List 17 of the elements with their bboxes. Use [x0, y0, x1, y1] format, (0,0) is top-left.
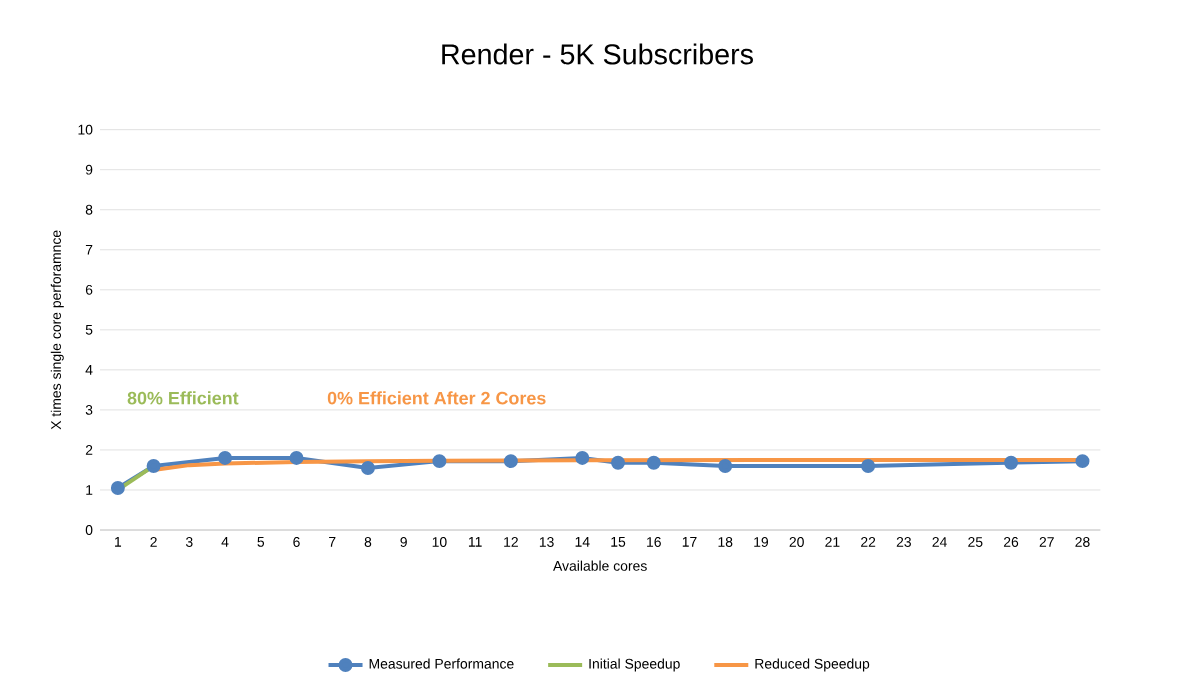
annotation: 0% Efficient After 2 Cores — [327, 391, 546, 405]
point — [146, 458, 161, 473]
annotation: 80% Efficient — [127, 391, 239, 405]
point — [218, 450, 233, 465]
chart-title: Render - 5K Subscribers — [442, 43, 753, 65]
point — [110, 480, 125, 495]
point — [503, 454, 518, 469]
point — [1075, 454, 1090, 469]
point — [575, 450, 590, 465]
point — [646, 455, 661, 470]
point — [360, 460, 375, 475]
point — [611, 455, 626, 470]
point — [432, 454, 447, 469]
point — [861, 458, 876, 473]
point — [718, 458, 733, 473]
point — [1004, 455, 1019, 470]
point — [289, 450, 304, 465]
